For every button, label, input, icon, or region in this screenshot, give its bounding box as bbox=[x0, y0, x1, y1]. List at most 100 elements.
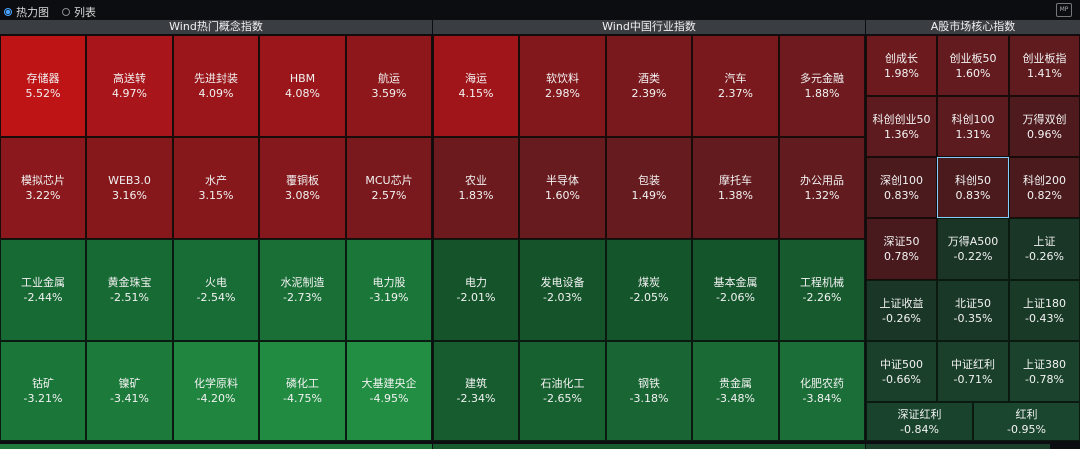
tile-change: -2.54% bbox=[196, 291, 236, 304]
concept-tile[interactable]: 镍矿 -3.41% bbox=[86, 341, 173, 441]
tile-name: 钴矿 bbox=[32, 377, 54, 390]
industry-tile[interactable]: 软饮料 2.98% bbox=[519, 35, 606, 137]
strip-concept bbox=[0, 444, 432, 449]
core-tile[interactable]: 北证50 -0.35% bbox=[937, 280, 1009, 341]
concept-tile[interactable]: 钴矿 -3.21% bbox=[0, 341, 86, 441]
core-tile[interactable]: 创成长 1.98% bbox=[866, 35, 937, 96]
industry-tile[interactable]: 包装 1.49% bbox=[606, 137, 692, 239]
tile-change: 3.08% bbox=[285, 189, 320, 202]
tile-change: -3.84% bbox=[802, 392, 842, 405]
core-tile[interactable]: 上证 -0.26% bbox=[1009, 218, 1080, 280]
tile-change: 1.31% bbox=[955, 127, 991, 141]
industry-tile[interactable]: 酒类 2.39% bbox=[606, 35, 692, 137]
industry-tile[interactable]: 化肥农药 -3.84% bbox=[779, 341, 865, 441]
tile-name: 摩托车 bbox=[719, 174, 752, 187]
tile-change: 2.57% bbox=[371, 189, 407, 202]
core-tile[interactable]: 上证180 -0.43% bbox=[1009, 280, 1080, 341]
core-tile[interactable]: 创业板指 1.41% bbox=[1009, 35, 1080, 96]
industry-tile[interactable]: 汽车 2.37% bbox=[692, 35, 779, 137]
core-tile[interactable]: 万得A500 -0.22% bbox=[937, 218, 1009, 280]
tile-change: -2.03% bbox=[543, 291, 582, 304]
tile-change: -0.26% bbox=[1025, 250, 1064, 263]
tile-name: 钢铁 bbox=[638, 377, 660, 390]
concept-tile[interactable]: 磷化工 -4.75% bbox=[259, 341, 346, 441]
industry-tile[interactable]: 电力 -2.01% bbox=[433, 239, 519, 341]
concept-tile[interactable]: 电力股 -3.19% bbox=[346, 239, 432, 341]
tile-change: 0.83% bbox=[955, 188, 991, 202]
concept-tile[interactable]: 黄金珠宝 -2.51% bbox=[86, 239, 173, 341]
core-tile[interactable]: 深证红利 -0.84% bbox=[866, 402, 973, 441]
industry-tile[interactable]: 基本金属 -2.06% bbox=[692, 239, 779, 341]
tile-name: 煤炭 bbox=[638, 276, 660, 289]
core-tile[interactable]: 万得双创 0.96% bbox=[1009, 96, 1080, 157]
tile-change: -2.51% bbox=[110, 291, 149, 304]
core-tile[interactable]: 深创100 0.83% bbox=[866, 157, 937, 218]
tile-name: 中证500 bbox=[880, 357, 923, 371]
tile-name: 创业板50 bbox=[949, 51, 997, 65]
core-tile[interactable]: 中证500 -0.66% bbox=[866, 341, 937, 402]
core-tile[interactable]: 科创50 0.83% bbox=[937, 157, 1009, 218]
industry-tile[interactable]: 办公用品 1.32% bbox=[779, 137, 865, 239]
concept-tile[interactable]: 高送转 4.97% bbox=[86, 35, 173, 137]
industry-tile[interactable]: 发电设备 -2.03% bbox=[519, 239, 606, 341]
industry-tile[interactable]: 煤炭 -2.05% bbox=[606, 239, 692, 341]
strip-core bbox=[866, 444, 1050, 449]
industry-tile[interactable]: 海运 4.15% bbox=[433, 35, 519, 137]
core-tile[interactable]: 红利 -0.95% bbox=[973, 402, 1080, 441]
concept-tile[interactable]: 模拟芯片 3.22% bbox=[0, 137, 86, 239]
list-view-radio[interactable]: 列表 bbox=[62, 4, 96, 20]
concept-tile[interactable]: HBM 4.08% bbox=[259, 35, 346, 137]
tile-name: 万得A500 bbox=[947, 235, 999, 248]
concept-tile[interactable]: 火电 -2.54% bbox=[173, 239, 259, 341]
tile-change: 1.32% bbox=[804, 189, 840, 202]
tile-name: 基本金属 bbox=[713, 276, 758, 289]
tile-change: 2.37% bbox=[718, 87, 753, 100]
radio-unselected-icon bbox=[62, 8, 70, 16]
concept-tile[interactable]: 存储器 5.52% bbox=[0, 35, 86, 137]
industry-tile[interactable]: 摩托车 1.38% bbox=[692, 137, 779, 239]
industry-tile[interactable]: 贵金属 -3.48% bbox=[692, 341, 779, 441]
tile-name: 黄金珠宝 bbox=[107, 276, 152, 289]
core-tile[interactable]: 中证红利 -0.71% bbox=[937, 341, 1009, 402]
tile-name: 科创200 bbox=[1023, 173, 1066, 187]
core-tile[interactable]: 创业板50 1.60% bbox=[937, 35, 1009, 96]
tile-name: 酒类 bbox=[638, 72, 660, 85]
core-tile[interactable]: 科创创业50 1.36% bbox=[866, 96, 937, 157]
concept-tile[interactable]: 先进封装 4.09% bbox=[173, 35, 259, 137]
concept-tile[interactable]: 大基建央企 -4.95% bbox=[346, 341, 432, 441]
tile-name: 存储器 bbox=[26, 72, 60, 85]
industry-tile[interactable]: 工程机械 -2.26% bbox=[779, 239, 865, 341]
tile-change: 3.15% bbox=[198, 189, 234, 202]
tile-change: -0.95% bbox=[1007, 422, 1046, 436]
industry-tile[interactable]: 农业 1.83% bbox=[433, 137, 519, 239]
tile-change: 1.60% bbox=[955, 66, 991, 80]
concept-tile[interactable]: WEB3.0 3.16% bbox=[86, 137, 173, 239]
tile-name: 水泥制造 bbox=[280, 276, 325, 289]
core-tile[interactable]: 科创100 1.31% bbox=[937, 96, 1009, 157]
industry-tile[interactable]: 多元金融 1.88% bbox=[779, 35, 865, 137]
tile-name: 火电 bbox=[205, 276, 227, 289]
tile-name: 化学原料 bbox=[194, 377, 238, 390]
concept-tile[interactable]: 水产 3.15% bbox=[173, 137, 259, 239]
industry-tile[interactable]: 半导体 1.60% bbox=[519, 137, 606, 239]
core-tile[interactable]: 上证380 -0.78% bbox=[1009, 341, 1080, 402]
industry-tile[interactable]: 建筑 -2.34% bbox=[433, 341, 519, 441]
tile-name: 半导体 bbox=[546, 174, 579, 187]
tile-name: 办公用品 bbox=[800, 174, 844, 187]
tile-change: -3.18% bbox=[629, 392, 669, 405]
export-icon[interactable]: MP bbox=[1056, 3, 1072, 17]
industry-tile[interactable]: 钢铁 -3.18% bbox=[606, 341, 692, 441]
industry-tile[interactable]: 石油化工 -2.65% bbox=[519, 341, 606, 441]
tile-name: 中证红利 bbox=[951, 357, 995, 371]
concept-tile[interactable]: 航运 3.59% bbox=[346, 35, 432, 137]
core-tile[interactable]: 科创200 0.82% bbox=[1009, 157, 1080, 218]
concept-tile[interactable]: MCU芯片 2.57% bbox=[346, 137, 432, 239]
concept-tile[interactable]: 化学原料 -4.20% bbox=[173, 341, 259, 441]
concept-tile[interactable]: 水泥制造 -2.73% bbox=[259, 239, 346, 341]
concept-tile[interactable]: 工业金属 -2.44% bbox=[0, 239, 86, 341]
core-tile[interactable]: 深证50 0.78% bbox=[866, 218, 937, 280]
tile-name: 汽车 bbox=[724, 72, 747, 85]
core-tile[interactable]: 上证收益 -0.26% bbox=[866, 280, 937, 341]
heatmap-view-radio[interactable]: 热力图 bbox=[4, 4, 49, 20]
concept-tile[interactable]: 覆铜板 3.08% bbox=[259, 137, 346, 239]
